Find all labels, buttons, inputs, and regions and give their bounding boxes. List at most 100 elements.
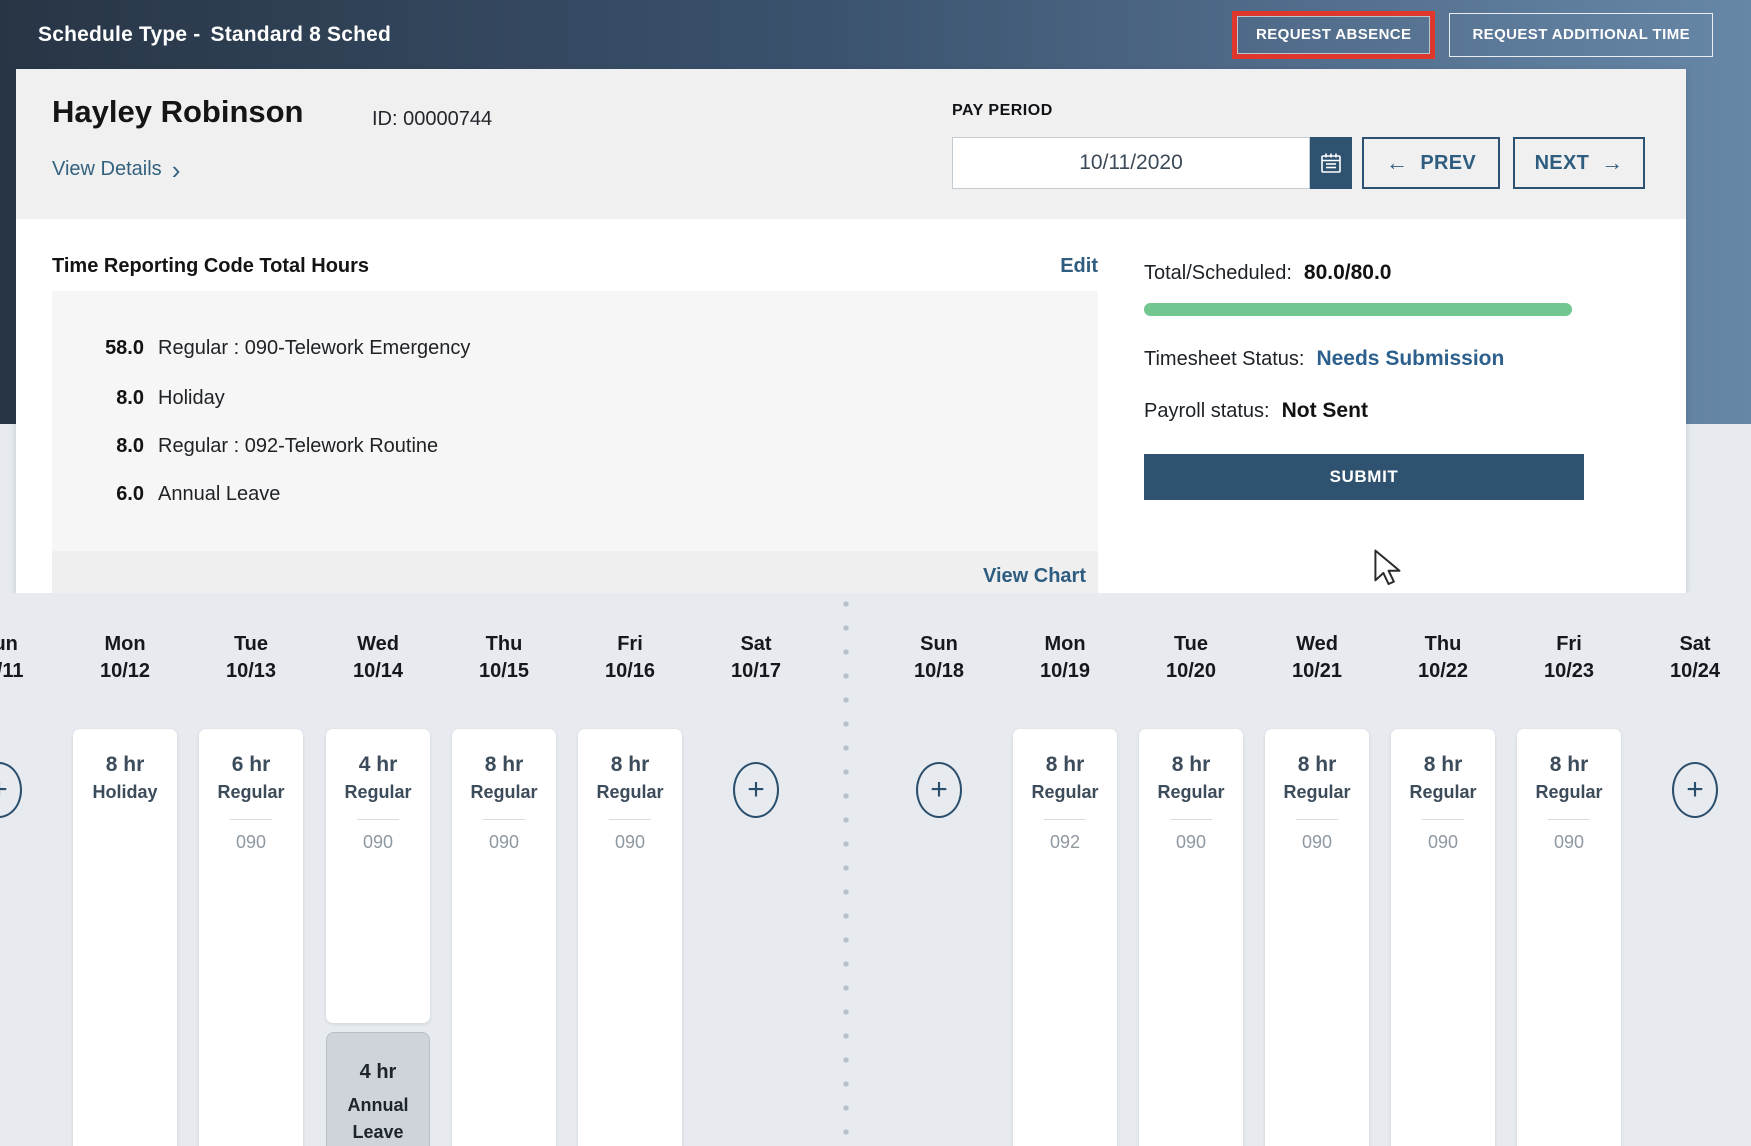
day-column-fri-10-23: Fri 10/23 8 hr Regular 090 [1499, 593, 1639, 1146]
timesheet-status-line: Timesheet Status: Needs Submission [1144, 347, 1504, 371]
entry-category: Annual Leave [347, 1095, 409, 1142]
annotation-highlight-box: REQUEST ABSENCE [1231, 10, 1436, 59]
schedule-entry-card[interactable]: 8 hr Regular 090 [1265, 729, 1369, 1146]
entry-category: Regular [1283, 782, 1351, 802]
trc-hours-panel: 58.0 Regular : 090-Telework Emergency 8.… [52, 291, 1098, 551]
employee-id: ID: 00000744 [372, 108, 493, 130]
entry-hours: 8 hr [610, 753, 650, 776]
pay-period-label: PAY PERIOD [952, 102, 1053, 119]
entry-code: 090 [1175, 832, 1207, 852]
entry-hours: 8 hr [1045, 753, 1085, 776]
view-chart-link[interactable]: View Chart [983, 564, 1086, 587]
day-header: Tue 10/13 [225, 633, 277, 682]
schedule-entry-card[interactable]: 8 hr Regular 090 [1139, 729, 1243, 1146]
trc-label: Annual Leave [158, 482, 281, 505]
entry-category: Holiday [92, 782, 158, 802]
submit-button[interactable]: SUBMIT [1144, 454, 1584, 500]
arrow-right-icon: → [1601, 150, 1624, 175]
total-scheduled-line: Total/Scheduled: 80.0/80.0 [1144, 261, 1391, 285]
edit-link[interactable]: Edit [1060, 255, 1098, 277]
schedule-entry-card[interactable]: 8 hr Holiday [73, 729, 177, 1146]
chevron-right-icon: › [171, 154, 181, 185]
entry-category: Regular [344, 782, 412, 802]
entry-category: Regular [1031, 782, 1099, 802]
entry-hours: 8 hr [1423, 753, 1463, 776]
payroll-status-line: Payroll status: Not Sent [1144, 399, 1368, 423]
annual-leave-entry-card[interactable]: 4 hr Annual Leave [326, 1032, 430, 1146]
entry-category: Regular [1157, 782, 1225, 802]
code-divider [230, 819, 272, 820]
day-column-tue-10-20: Tue 10/20 8 hr Regular 090 [1121, 593, 1261, 1146]
day-header: Thu 10/15 [478, 633, 530, 682]
next-pay-period-button[interactable]: NEXT → [1513, 137, 1645, 189]
next-label: NEXT [1534, 151, 1590, 174]
trc-label: Regular : 090-Telework Emergency [158, 336, 471, 359]
code-divider [1044, 819, 1086, 820]
code-divider [1422, 819, 1464, 820]
code-divider [483, 819, 525, 820]
schedule-entry-card[interactable]: 8 hr Regular 092 [1013, 729, 1117, 1146]
entry-category: Regular [1535, 782, 1603, 802]
day-header: Fri 10/16 [604, 633, 656, 682]
add-entry-button[interactable]: + [0, 762, 22, 818]
entry-hours: 8 hr [1297, 753, 1337, 776]
entry-hours: 8 hr [1549, 753, 1589, 776]
prev-pay-period-button[interactable]: ← PREV [1362, 137, 1500, 189]
entry-code: 092 [1049, 832, 1081, 852]
day-header: Fri 10/23 [1543, 633, 1595, 682]
schedule-entry-card[interactable]: 6 hr Regular 090 [199, 729, 303, 1146]
trc-row: 8.0 Holiday [52, 383, 1098, 413]
calendar-picker-button[interactable] [1310, 137, 1352, 189]
entry-hours: 6 hr [231, 753, 271, 776]
day-column-sun-10-18: Sun 10/18 + [869, 593, 1009, 1146]
add-entry-button[interactable]: + [916, 762, 962, 818]
schedule-entry-card[interactable]: 8 hr Regular 090 [452, 729, 556, 1146]
total-scheduled-label: Total/Scheduled: [1144, 262, 1292, 284]
entry-code: 090 [235, 832, 267, 852]
schedule-entry-card[interactable]: 8 hr Regular 090 [1391, 729, 1495, 1146]
trc-hours: 58.0 [105, 336, 144, 359]
day-column-sat-10-17: Sat 10/17 + [686, 593, 826, 1146]
plus-icon: + [1686, 773, 1704, 806]
schedule-entry-card[interactable]: 4 hr Regular 090 [326, 729, 430, 1023]
plus-icon: + [930, 773, 948, 806]
payroll-status-value: Not Sent [1281, 399, 1368, 422]
day-header: Wed 10/14 [352, 633, 404, 682]
add-entry-button[interactable]: + [733, 762, 779, 818]
summary-panel: Total/Scheduled: 80.0/80.0 Timesheet Sta… [1144, 219, 1584, 593]
entry-category: Regular [217, 782, 285, 802]
day-header: Sun 10/18 [913, 633, 965, 682]
plus-icon: + [0, 773, 8, 806]
day-column-tue-10-13: Tue 10/13 6 hr Regular 090 [181, 593, 321, 1146]
day-header: Sat 10/24 [1669, 633, 1721, 682]
trc-title: Time Reporting Code Total Hours [52, 255, 370, 277]
pay-period-date-input[interactable] [952, 137, 1310, 189]
trc-hours: 6.0 [116, 482, 144, 505]
trc-row: 58.0 Regular : 090-Telework Emergency [52, 333, 1098, 363]
schedule-entry-card[interactable]: 8 hr Regular 090 [578, 729, 682, 1146]
day-column-thu-10-22: Thu 10/22 8 hr Regular 090 [1373, 593, 1513, 1146]
entry-category: Regular [1409, 782, 1477, 802]
entry-code: 090 [614, 832, 646, 852]
day-header: Thu 10/22 [1417, 633, 1469, 682]
add-entry-button[interactable]: + [1672, 762, 1718, 818]
timesheet-body-section: Time Reporting Code Total Hours Edit 58.… [16, 219, 1686, 601]
day-column-mon-10-12: Mon 10/12 8 hr Holiday [55, 593, 195, 1146]
day-column-mon-10-19: Mon 10/19 8 hr Regular 092 [995, 593, 1135, 1146]
top-bar: Schedule Type - Standard 8 Sched REQUEST… [0, 0, 1751, 69]
schedule-type-title: Schedule Type - Standard 8 Sched [38, 23, 391, 47]
entry-code: 090 [1553, 832, 1585, 852]
entry-hours: 8 hr [484, 753, 524, 776]
day-header: Mon 10/19 [1039, 633, 1091, 682]
payroll-status-label: Payroll status: [1144, 400, 1270, 422]
trc-panel-footer: View Chart [52, 551, 1098, 601]
day-column-wed-10-21: Wed 10/21 8 hr Regular 090 [1247, 593, 1387, 1146]
request-absence-button[interactable]: REQUEST ABSENCE [1236, 15, 1431, 54]
request-additional-time-button[interactable]: REQUEST ADDITIONAL TIME [1449, 12, 1713, 57]
day-column-thu-10-15: Thu 10/15 8 hr Regular 090 [434, 593, 574, 1146]
code-divider [609, 819, 651, 820]
entry-hours: 8 hr [1171, 753, 1211, 776]
view-details-link[interactable]: View Details › [52, 154, 181, 185]
schedule-entry-card[interactable]: 8 hr Regular 090 [1517, 729, 1621, 1146]
